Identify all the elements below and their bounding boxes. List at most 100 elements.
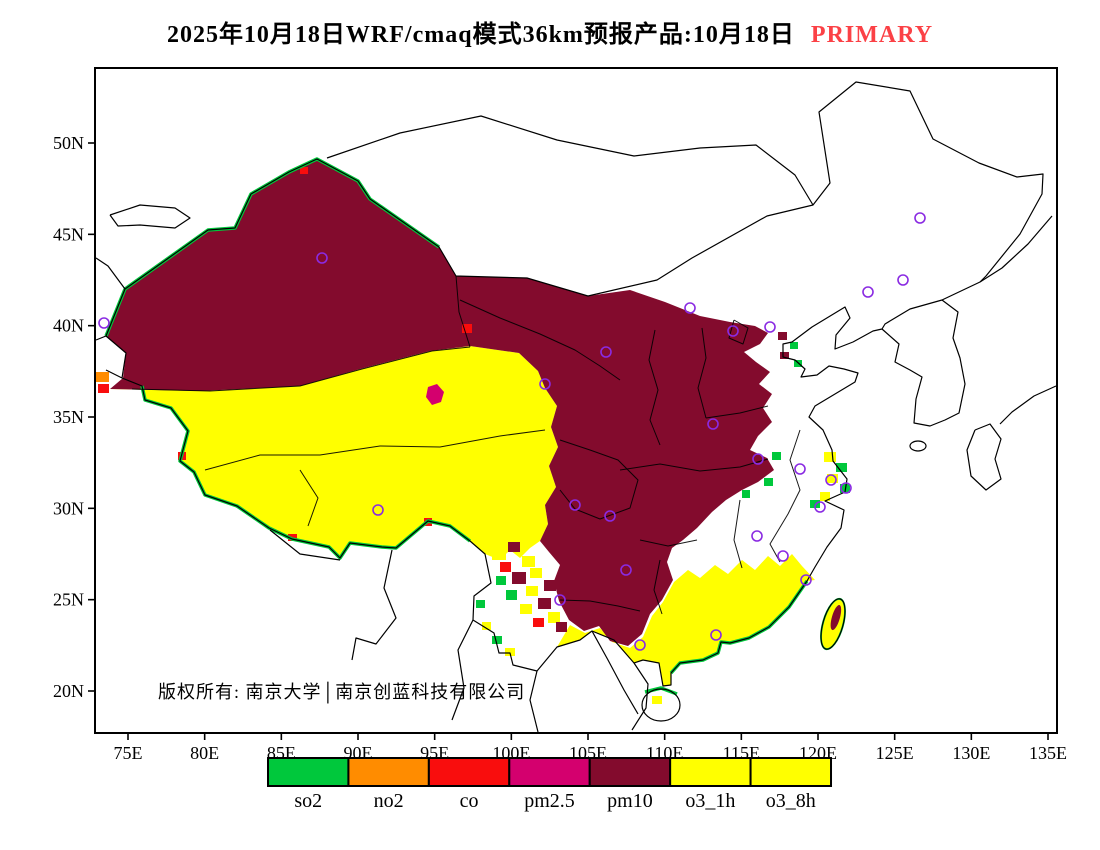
title-tag: PRIMARY xyxy=(810,22,934,48)
station-marker xyxy=(897,274,909,286)
legend-swatch-co xyxy=(427,757,511,787)
legend-label: no2 xyxy=(374,790,404,812)
patch xyxy=(522,556,535,567)
patch xyxy=(496,576,506,585)
station-marker xyxy=(751,530,763,542)
station-marker xyxy=(604,510,616,522)
patch xyxy=(300,167,308,174)
y-tick-label: 30N xyxy=(53,498,84,518)
station-marker xyxy=(600,346,612,358)
jeju-island xyxy=(909,440,927,452)
station-marker xyxy=(539,378,551,390)
station-marker xyxy=(764,321,776,333)
china-border xyxy=(105,81,1044,687)
neighbor-borders xyxy=(95,115,1057,733)
x-tick-label: 125E xyxy=(876,743,914,763)
station-marker xyxy=(814,501,826,513)
patch xyxy=(476,600,485,608)
patch xyxy=(533,618,544,627)
patch xyxy=(778,332,787,340)
station-marker xyxy=(98,317,110,329)
patch xyxy=(548,612,560,623)
patch xyxy=(772,452,781,460)
legend-swatch-no2 xyxy=(347,757,430,787)
y-tick-label: 20N xyxy=(53,681,84,701)
station-marker xyxy=(840,482,852,494)
patch xyxy=(836,463,847,472)
y-tick-label: 40N xyxy=(53,316,84,336)
taiwan-outline xyxy=(820,598,846,650)
patch xyxy=(810,500,820,508)
station-marker xyxy=(684,302,696,314)
y-tick-label: 45N xyxy=(53,224,84,244)
x-tick-label: 135E xyxy=(1029,743,1067,763)
stations-layer xyxy=(98,212,926,651)
patch xyxy=(520,604,532,614)
region-o3-south-coast xyxy=(557,554,815,686)
legend-label: o3_1h xyxy=(685,790,735,812)
patch xyxy=(764,478,773,486)
title-text: 2025年10月18日WRF/cmaq模式36km预报产品:10月18日 xyxy=(166,22,795,48)
station-marker xyxy=(777,550,789,562)
patch xyxy=(500,562,511,572)
legend-swatch-pm2.5 xyxy=(508,757,591,787)
map-frame xyxy=(94,67,1058,734)
legend-label: o3_8h xyxy=(766,790,816,812)
pollutant-regions xyxy=(95,159,850,704)
y-tick-label: 50N xyxy=(53,133,84,153)
patch xyxy=(482,622,491,630)
patch xyxy=(652,696,662,704)
patch xyxy=(526,586,538,596)
legend-label: co xyxy=(460,790,479,812)
region-taiwan xyxy=(820,597,846,651)
region-pm25-qinghai-spot xyxy=(426,384,444,405)
x-tick-label: 130E xyxy=(952,743,990,763)
legend-label: pm2.5 xyxy=(524,790,575,812)
legend-label: pm10 xyxy=(607,790,653,812)
legend-swatch-o3_8h xyxy=(749,757,833,787)
x-tick-label: 75E xyxy=(114,743,143,763)
legend-layer: so2 no2 co pm2.5 pm10 o3_1h o3_8h xyxy=(267,757,833,812)
x-tick-label: 80E xyxy=(190,743,219,763)
province-borders xyxy=(131,275,801,615)
station-marker xyxy=(914,212,926,224)
province-border-lines xyxy=(131,275,801,615)
station-marker xyxy=(316,252,328,264)
patch xyxy=(742,490,750,498)
region-pm10-main xyxy=(106,159,774,646)
legend-label: so2 xyxy=(294,790,322,812)
patch xyxy=(824,452,836,462)
station-marker xyxy=(752,453,764,465)
station-marker xyxy=(372,504,384,516)
legend-swatch-o3_1h xyxy=(669,757,752,787)
y-tick-label: 25N xyxy=(53,590,84,610)
station-marker xyxy=(569,499,581,511)
legend-swatch-pm10 xyxy=(588,757,672,787)
station-marker xyxy=(620,564,632,576)
station-marker xyxy=(707,418,719,430)
page-title: 2025年10月18日WRF/cmaq模式36km预报产品:10月18日 PRIM… xyxy=(0,14,1100,49)
station-marker xyxy=(800,574,812,586)
country-borders xyxy=(95,81,1057,733)
patch xyxy=(508,542,520,552)
station-marker xyxy=(634,639,646,651)
patch xyxy=(98,384,109,393)
patch xyxy=(790,342,798,349)
patch xyxy=(512,572,526,584)
patch xyxy=(780,352,789,359)
station-marker xyxy=(554,594,566,606)
patch xyxy=(462,324,472,333)
patch xyxy=(95,372,109,382)
station-marker xyxy=(794,463,806,475)
copyright: 版权所有: 南京大学│南京创蓝科技有限公司 xyxy=(158,682,526,702)
y-tick-label: 35N xyxy=(53,407,84,427)
station-marker xyxy=(710,629,722,641)
legend-swatch-so2 xyxy=(267,757,350,787)
patch xyxy=(506,590,517,600)
taiwan-pm10-core xyxy=(830,605,842,631)
station-marker xyxy=(862,286,874,298)
patch xyxy=(556,622,567,632)
station-marker xyxy=(727,325,739,337)
patch xyxy=(505,648,515,656)
